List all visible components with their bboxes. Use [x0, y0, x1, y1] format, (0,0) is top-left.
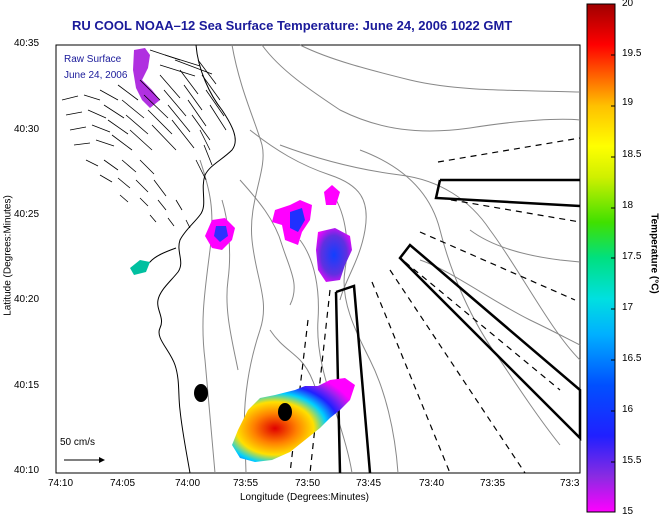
overlay-text: June 24, 2006: [64, 70, 128, 81]
y-tick-label: 40:30: [14, 124, 40, 135]
transect-boxes: [334, 178, 582, 474]
radar-site-marker: [278, 403, 292, 421]
y-tick-label: 40:15: [14, 380, 40, 391]
x-tick-label: 73:55: [233, 478, 259, 489]
colorbar-tick: 17: [622, 302, 634, 313]
sst-warm-patch: [232, 378, 355, 462]
x-tick-label: 74:10: [48, 478, 74, 489]
colorbar: [586, 3, 616, 513]
y-tick-label: 40:10: [14, 465, 40, 476]
colorbar-tick: 15.5: [622, 455, 642, 466]
sst-patch: [130, 260, 150, 275]
colorbar-tick: 20: [622, 0, 634, 9]
current-vectors: [61, 49, 227, 229]
x-axis-label: Longitude (Degrees:Minutes): [240, 492, 369, 503]
sst-patch: [324, 185, 340, 205]
colorbar-tick: 16.5: [622, 353, 642, 364]
map-title: RU COOL NOAA–12 Sea Surface Temperature:…: [72, 18, 513, 33]
x-tick-label: 74:00: [175, 478, 201, 489]
overlay-text: Raw Surface: [64, 54, 122, 65]
colorbar-tick: 15: [622, 506, 634, 517]
colorbar-tick: 18: [622, 200, 634, 211]
radar-site-marker: [194, 384, 208, 402]
colorbar-tick: 17.5: [622, 251, 642, 262]
colorbar-tick: 19.5: [622, 48, 642, 59]
y-tick-label: 40:35: [14, 38, 40, 49]
x-tick-label: 73:40: [419, 478, 445, 489]
x-tick-label: 73:50: [295, 478, 321, 489]
x-tick-label: 73:35: [480, 478, 506, 489]
x-tick-label: 73:45: [356, 478, 382, 489]
colorbar-tick: 19: [622, 97, 634, 108]
radar-dashed-lines: [289, 137, 581, 474]
sst-patch: [316, 228, 352, 282]
sst-patches: [130, 48, 355, 462]
scale-label: 50 cm/s: [60, 437, 96, 448]
x-tick-label: 74:05: [110, 478, 136, 489]
y-tick-label: 40:25: [14, 209, 40, 220]
colorbar-ticks: [611, 54, 615, 463]
x-tick-label: 73:3: [560, 478, 580, 489]
colorbar-tick: 16: [622, 404, 634, 415]
colorbar-tick: 18.5: [622, 149, 642, 160]
bathymetry-contours: [199, 44, 581, 474]
y-tick-label: 40:20: [14, 294, 40, 305]
